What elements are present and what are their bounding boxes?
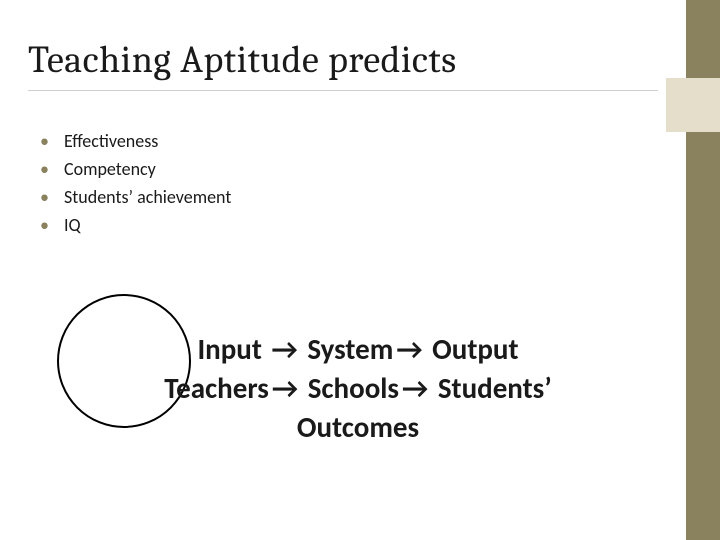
- bullet-list: Effectiveness Competency Students’ achie…: [40, 128, 231, 240]
- list-item: Students’ achievement: [40, 184, 231, 212]
- flow-word: System: [307, 331, 393, 367]
- flow-line-1: Input → System→ Output: [88, 330, 628, 369]
- title-underline: [28, 90, 658, 91]
- flow-text-block: Input → System→ Output Teachers→ Schools…: [88, 330, 628, 447]
- flow-line-2: Teachers→ Schools→ Students’: [88, 369, 628, 408]
- flow-word: Output: [432, 331, 518, 367]
- list-item: Effectiveness: [40, 128, 231, 156]
- arrow-icon: →: [393, 331, 425, 367]
- flow-word: Teachers: [164, 370, 269, 406]
- arrow-icon: →: [269, 331, 301, 367]
- arrow-icon: →: [399, 370, 431, 406]
- accent-square: [666, 78, 720, 132]
- arrow-icon: →: [269, 370, 301, 406]
- list-item: IQ: [40, 212, 231, 240]
- slide-title: Teaching Aptitude predicts: [28, 38, 457, 82]
- flow-word: Students’: [438, 370, 552, 406]
- flow-word: Input: [197, 331, 261, 367]
- flow-word: Schools: [308, 370, 399, 406]
- flow-line-3: Outcomes: [88, 408, 628, 447]
- list-item: Competency: [40, 156, 231, 184]
